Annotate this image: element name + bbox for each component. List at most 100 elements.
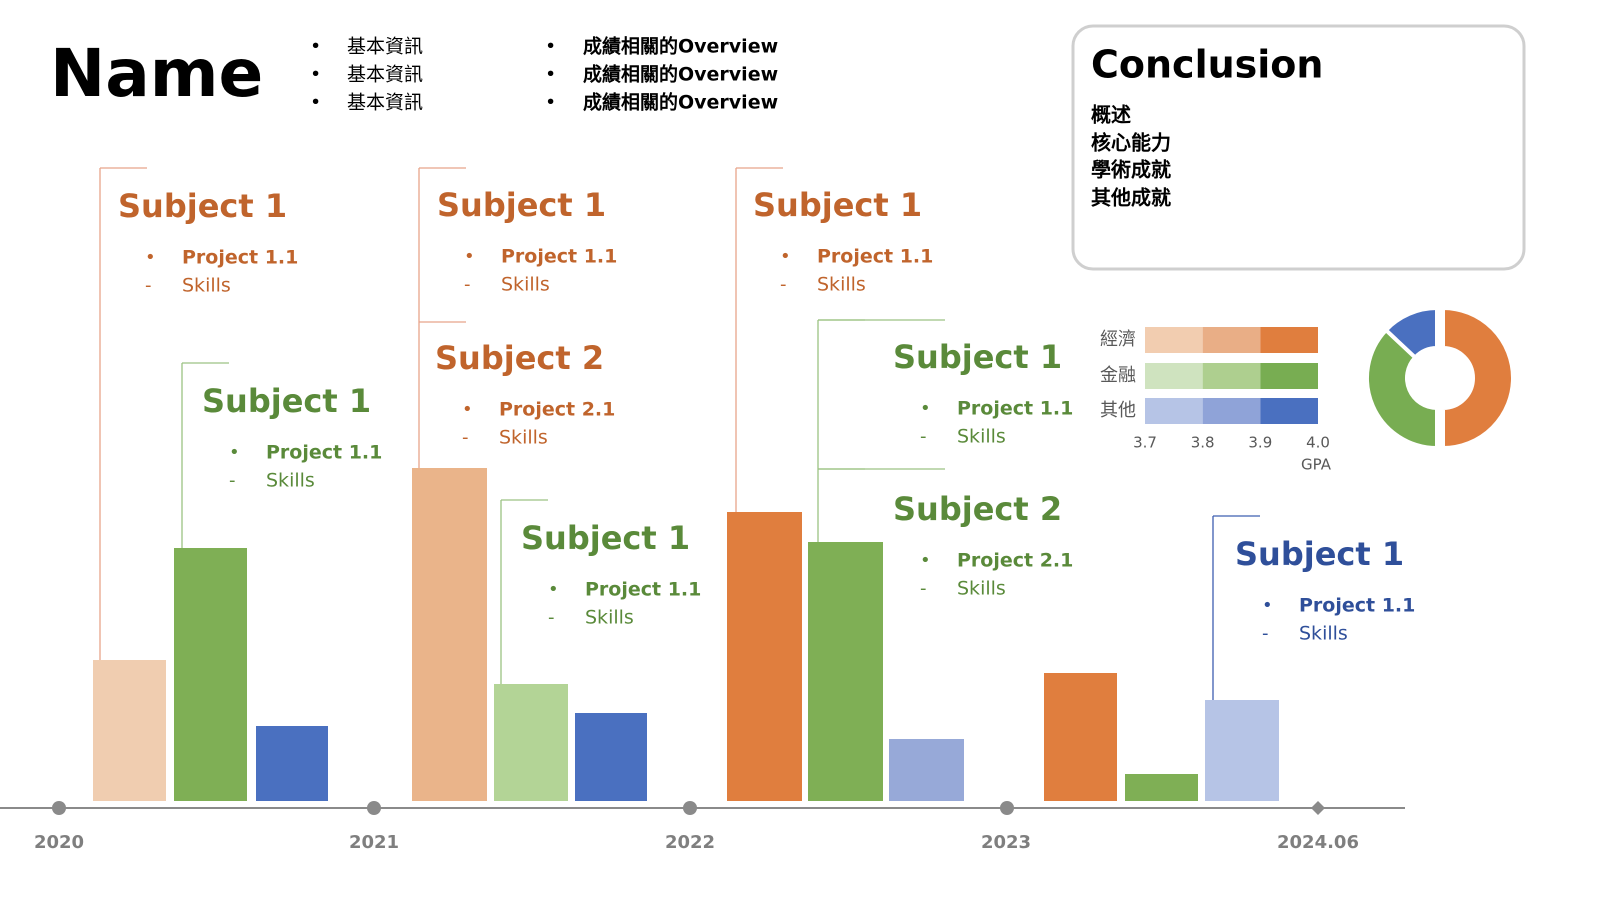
bullet: • — [310, 64, 321, 86]
card-skills: Skills — [499, 427, 548, 449]
timeline-dot — [52, 801, 66, 815]
conclusion-item: 學術成就 — [1091, 158, 1171, 182]
bar — [174, 548, 247, 801]
card-title: Subject 1 — [202, 382, 371, 420]
info: 基本資訊 — [347, 92, 423, 114]
conclusion-item: 核心能力 — [1091, 131, 1171, 155]
bar — [412, 468, 487, 801]
year-label: 2020 — [34, 832, 84, 853]
category-label: 經濟 — [1100, 329, 1136, 350]
year-label: 2023 — [981, 832, 1031, 853]
overview: 成績相關的Overview — [583, 63, 778, 86]
card-project: Project 2.1 — [499, 399, 615, 421]
bar — [575, 713, 647, 801]
bullet: • — [545, 36, 556, 58]
timeline-dot — [683, 801, 697, 815]
gpa-segment — [1202, 363, 1261, 389]
dash: - — [229, 470, 236, 491]
dash: - — [920, 578, 927, 599]
bar — [1125, 774, 1198, 801]
bullet: • — [310, 36, 321, 58]
bullet: • — [545, 64, 556, 86]
donut-slice — [1441, 305, 1515, 451]
bar — [808, 542, 883, 801]
gpa-segment — [1260, 327, 1318, 353]
overview: 成績相關的Overview — [583, 35, 778, 58]
donut-slice — [1365, 327, 1439, 451]
dash: - — [548, 607, 555, 628]
category-label: 金融 — [1100, 365, 1136, 386]
bullet: • — [548, 579, 559, 600]
gpa-segment — [1260, 363, 1318, 389]
bullet: • — [920, 550, 931, 571]
timeline-diamond — [1311, 801, 1325, 815]
year-label: 2021 — [349, 832, 399, 853]
timeline-dot — [367, 801, 381, 815]
bullet: • — [545, 92, 556, 114]
conclusion-item: 概述 — [1091, 103, 1131, 127]
x-tick-label: 3.9 — [1248, 434, 1272, 452]
card-title: Subject 1 — [118, 187, 287, 225]
bar — [727, 512, 802, 801]
card-title: Subject 1 — [1235, 535, 1404, 573]
conclusion-item: 其他成就 — [1091, 186, 1171, 210]
x-tick-label: 4.0 — [1306, 434, 1330, 452]
card-skills: Skills — [266, 470, 315, 492]
bullet: • — [229, 442, 240, 463]
year-label: 2022 — [665, 832, 715, 853]
info: 基本資訊 — [347, 36, 423, 58]
x-tick-label: 3.8 — [1191, 434, 1215, 452]
bullet: • — [310, 92, 321, 114]
year-label: 2024.06 — [1277, 832, 1359, 853]
info: 基本資訊 — [347, 64, 423, 86]
card-project: Project 1.1 — [1299, 595, 1415, 617]
timeline-bars — [93, 468, 1279, 801]
bar — [494, 684, 568, 801]
card-skills: Skills — [182, 275, 231, 297]
gpa-segment — [1145, 363, 1203, 389]
dash: - — [1262, 623, 1269, 644]
category-label: 其他 — [1100, 400, 1136, 421]
card-skills: Skills — [1299, 623, 1348, 645]
card-project: Project 1.1 — [182, 247, 298, 269]
card-project: Project 2.1 — [957, 550, 1073, 572]
bar — [1044, 673, 1117, 801]
x-tick-label: 3.7 — [1133, 434, 1157, 452]
card-project: Project 1.1 — [501, 246, 617, 268]
bullet: • — [920, 398, 931, 419]
card-skills: Skills — [957, 578, 1006, 600]
bullet: • — [462, 399, 473, 420]
card-skills: Skills — [585, 607, 634, 629]
dash: - — [780, 274, 787, 295]
gpa-segment — [1202, 327, 1261, 353]
card-title: Subject 1 — [437, 186, 606, 224]
card-title: Subject 2 — [893, 490, 1062, 528]
bullet: • — [1262, 595, 1273, 616]
name: Name — [50, 35, 263, 112]
card-skills: Skills — [817, 274, 866, 296]
card-title: Subject 1 — [893, 338, 1062, 376]
gpa-segment — [1145, 327, 1203, 353]
dash: - — [462, 427, 469, 448]
timeline-dot — [1000, 801, 1014, 815]
bullet: • — [464, 246, 475, 267]
x-axis-title: GPA — [1301, 456, 1332, 474]
bar — [889, 739, 964, 801]
dash: - — [464, 274, 471, 295]
gpa-segment — [1145, 398, 1203, 424]
gpa-segment — [1202, 398, 1261, 424]
bar — [256, 726, 328, 801]
overview: 成績相關的Overview — [583, 91, 778, 114]
gpa-segment — [1260, 398, 1318, 424]
card-title: Subject 1 — [753, 186, 922, 224]
card-project: Project 1.1 — [266, 442, 382, 464]
bar — [1205, 700, 1279, 801]
card-skills: Skills — [957, 426, 1006, 448]
donut-slice — [1383, 305, 1439, 361]
dash: - — [920, 426, 927, 447]
bullet: • — [780, 246, 791, 267]
conclusion-title: Conclusion — [1091, 43, 1323, 87]
card-title: Subject 1 — [521, 519, 690, 557]
card-title: Subject 2 — [435, 339, 604, 377]
